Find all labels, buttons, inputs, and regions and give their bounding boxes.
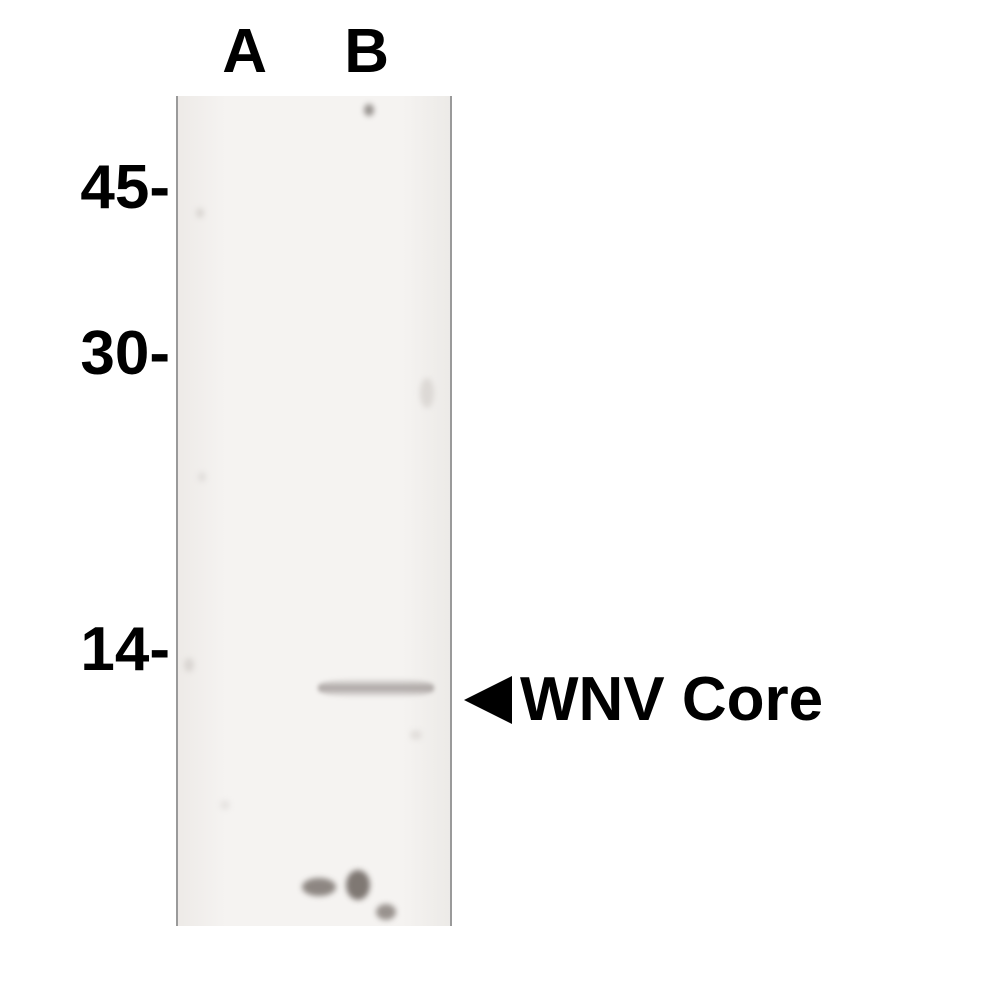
lane-label-B: B (344, 16, 389, 87)
lane-label-A: A (222, 16, 267, 87)
marker-30kda: 30- (80, 318, 170, 389)
artifact (410, 730, 422, 740)
marker-45kda: 45- (80, 152, 170, 223)
pointer-triangle-icon (464, 676, 512, 724)
artifact (196, 208, 204, 218)
artifact (346, 870, 370, 900)
western-blot-figure: A B 45- 30- 14- WNV Core (0, 0, 1000, 1000)
blot-border-right (450, 96, 452, 926)
artifact (376, 904, 396, 920)
artifact (198, 472, 206, 482)
blot-border-left (176, 96, 178, 926)
band-B (318, 678, 434, 698)
artifact (302, 878, 336, 896)
artifact (364, 104, 374, 116)
marker-14kda: 14- (80, 614, 170, 685)
artifact (184, 658, 194, 672)
band-annotation-label: WNV Core (520, 664, 823, 735)
artifact (220, 800, 230, 810)
band-annotation: WNV Core (464, 664, 823, 735)
blot-membrane (176, 96, 452, 926)
artifact (420, 378, 434, 408)
